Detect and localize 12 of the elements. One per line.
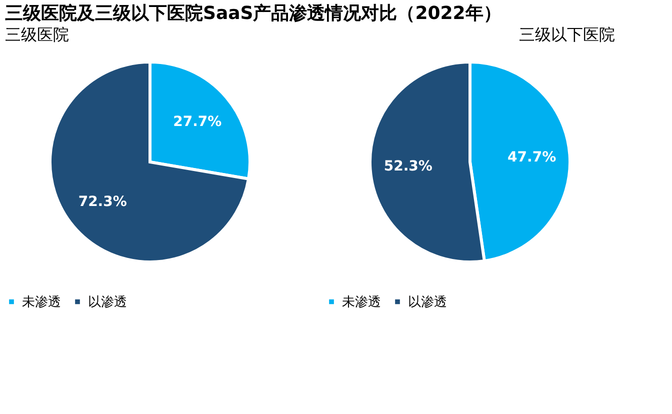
legend-label: 未渗透 xyxy=(342,294,381,310)
pie-slice xyxy=(48,60,250,264)
chart-subtitle: 三级医院 xyxy=(5,25,69,44)
data-label: 27.7% xyxy=(173,114,222,130)
chart-subtitle: 三级以下医院 xyxy=(519,25,615,44)
legend-label: 以渗透 xyxy=(88,294,127,310)
legend-label: 未渗透 xyxy=(22,294,61,310)
data-label: 47.7% xyxy=(508,150,556,166)
data-label: 72.3% xyxy=(78,194,127,210)
data-label: 52.3% xyxy=(384,158,432,174)
legend-label: 以渗透 xyxy=(408,294,447,310)
chart-title: 三级医院及三级以下医院SaaS产品渗透情况对比（2022年） xyxy=(5,3,502,24)
